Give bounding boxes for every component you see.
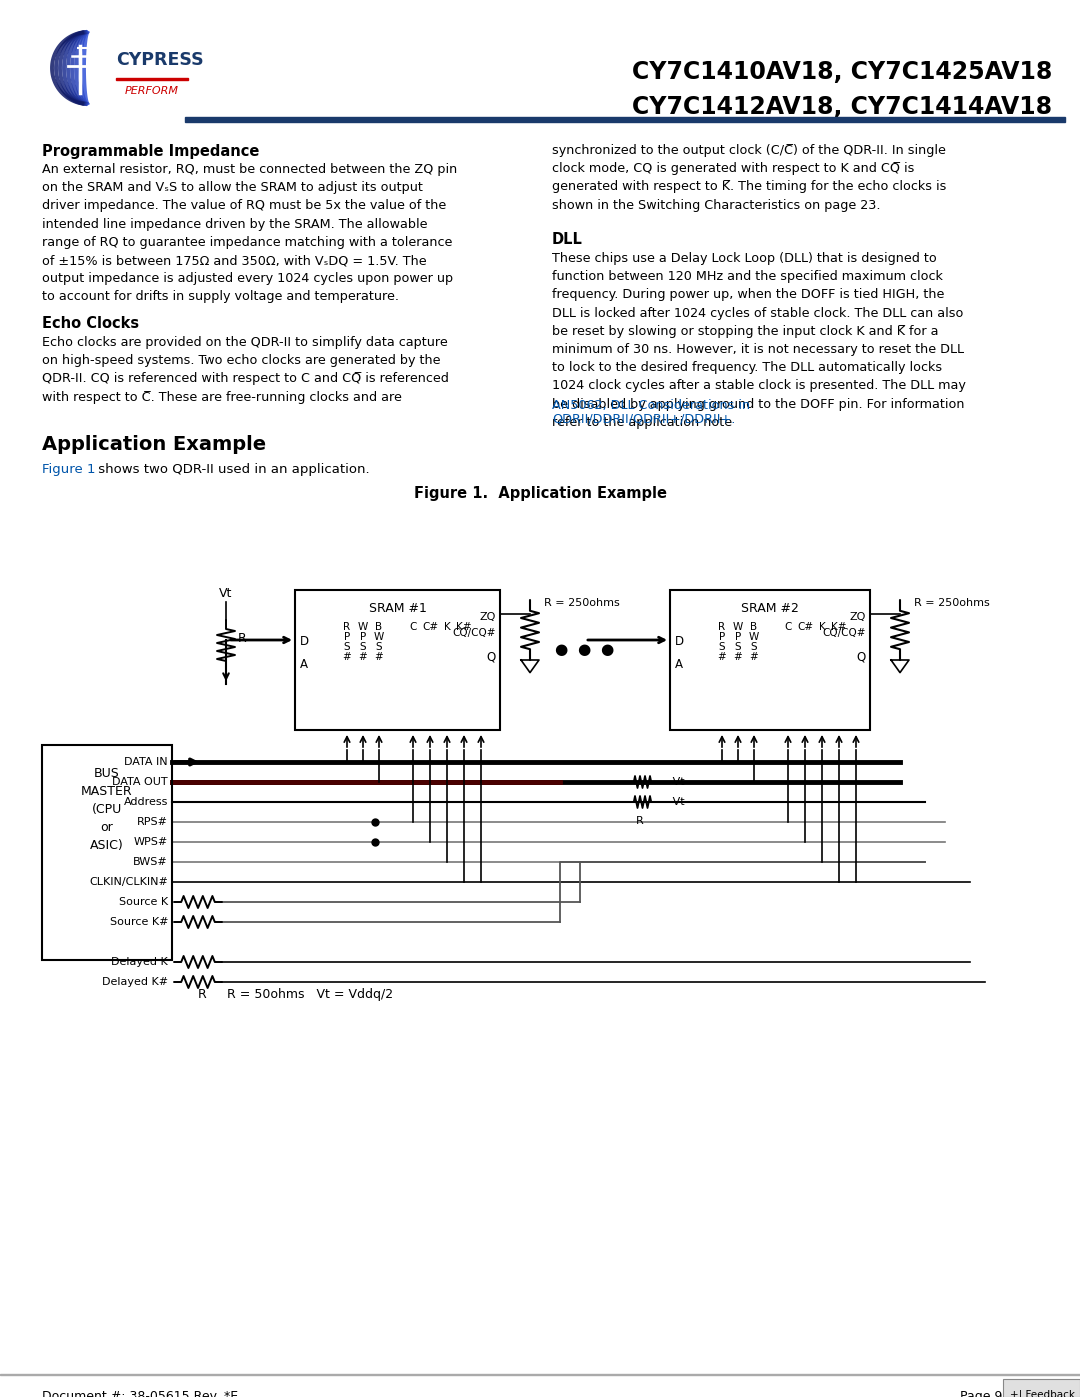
Text: P: P [734, 631, 741, 643]
Text: W: W [357, 622, 368, 631]
Text: B: B [751, 622, 757, 631]
Text: Programmable Impedance: Programmable Impedance [42, 144, 259, 159]
Text: DATA IN: DATA IN [124, 757, 168, 767]
Text: Delayed K#: Delayed K# [102, 977, 168, 988]
Text: R: R [198, 988, 206, 1002]
Text: R: R [636, 816, 644, 826]
Text: K#: K# [456, 622, 472, 631]
Text: These chips use a Delay Lock Loop (DLL) that is designed to
function between 120: These chips use a Delay Lock Loop (DLL) … [552, 251, 966, 429]
Text: Delayed K: Delayed K [111, 957, 168, 967]
Text: #: # [359, 652, 367, 662]
Bar [116, 77, 188, 80]
Text: ●  ●  ●: ● ● ● [555, 643, 615, 658]
Text: C: C [409, 622, 417, 631]
Text: BWS#: BWS# [133, 856, 168, 868]
Text: synchronized to the output clock (C/C̅) of the QDR-II. In single
clock mode, CQ : synchronized to the output clock (C/C̅) … [552, 144, 946, 211]
Text: B: B [376, 622, 382, 631]
Text: Q: Q [856, 650, 866, 664]
Text: P: P [343, 631, 350, 643]
Text: DATA OUT: DATA OUT [112, 777, 168, 787]
Text: BUS: BUS [94, 767, 120, 780]
Text: WPS#: WPS# [134, 837, 168, 847]
Text: CQ/CQ#: CQ/CQ# [823, 629, 866, 638]
Bar [185, 117, 1065, 122]
Text: PERFORM: PERFORM [125, 87, 179, 96]
Text: S: S [734, 643, 741, 652]
Text: R = 250ohms: R = 250ohms [544, 598, 620, 608]
Text: Source K#: Source K# [109, 916, 168, 928]
Text: K: K [819, 622, 825, 631]
Text: P: P [719, 631, 725, 643]
Text: CLKIN/CLKIN#: CLKIN/CLKIN# [90, 877, 168, 887]
Text: Vt: Vt [219, 587, 232, 599]
Bar [0, 1373, 1080, 1375]
Text: K#: K# [832, 622, 847, 631]
Text: #: # [750, 652, 758, 662]
Text: S: S [343, 643, 350, 652]
Text: Page 9 of 29: Page 9 of 29 [960, 1390, 1038, 1397]
Text: Figure 1.  Application Example: Figure 1. Application Example [414, 486, 666, 502]
Text: #: # [733, 652, 742, 662]
Text: R = 50ohms   Vt = Vddq/2: R = 50ohms Vt = Vddq/2 [227, 988, 393, 1002]
Text: S: S [376, 643, 382, 652]
Text: –Vt: –Vt [667, 777, 685, 787]
Text: R: R [718, 622, 726, 631]
Text: QDRII/DDRII/QDRII+/DDRII+.: QDRII/DDRII/QDRII+/DDRII+. [552, 414, 735, 426]
Text: K: K [444, 622, 450, 631]
Text: S: S [751, 643, 757, 652]
Text: AN5062, DLL Considerations in: AN5062, DLL Considerations in [552, 400, 751, 412]
Text: C#: C# [797, 622, 813, 631]
Text: P: P [360, 631, 366, 643]
Text: Echo Clocks: Echo Clocks [42, 316, 139, 331]
Text: D: D [675, 636, 684, 648]
Text: shows two QDR-II used in an application.: shows two QDR-II used in an application. [94, 462, 369, 476]
Text: SRAM #2: SRAM #2 [741, 602, 799, 615]
Text: Q: Q [487, 650, 496, 664]
Text: CY7C1410AV18, CY7C1425AV18: CY7C1410AV18, CY7C1425AV18 [632, 60, 1052, 84]
Text: Address: Address [123, 798, 168, 807]
Text: ZQ: ZQ [850, 612, 866, 622]
Text: R: R [343, 622, 351, 631]
Text: (CPU: (CPU [92, 803, 122, 816]
Text: C: C [784, 622, 792, 631]
Text: Source K: Source K [119, 897, 168, 907]
Text: Figure 1: Figure 1 [42, 462, 95, 476]
Bar [295, 590, 500, 731]
Text: Document #: 38-05615 Rev. *E: Document #: 38-05615 Rev. *E [42, 1390, 238, 1397]
Text: S: S [718, 643, 726, 652]
Text: W: W [733, 622, 743, 631]
Text: W: W [374, 631, 384, 643]
Text: SRAM #1: SRAM #1 [368, 602, 427, 615]
Text: #: # [717, 652, 727, 662]
Text: S: S [360, 643, 366, 652]
Text: MASTER: MASTER [81, 785, 133, 798]
Text: A: A [300, 658, 308, 671]
Text: CYPRESS: CYPRESS [116, 52, 204, 68]
Text: A: A [675, 658, 683, 671]
Text: ASIC): ASIC) [90, 840, 124, 852]
Bar [670, 590, 870, 731]
Text: D: D [300, 636, 309, 648]
Bar [42, 745, 172, 960]
Text: RPS#: RPS# [137, 817, 168, 827]
Text: W: W [748, 631, 759, 643]
Text: Echo clocks are provided on the QDR-II to simplify data capture
on high-speed sy: Echo clocks are provided on the QDR-II t… [42, 337, 449, 404]
Text: Application Example: Application Example [42, 434, 266, 454]
Text: ZQ: ZQ [480, 612, 496, 622]
Text: #: # [375, 652, 383, 662]
Text: –Vt: –Vt [667, 798, 685, 807]
Text: DLL: DLL [552, 232, 583, 247]
Text: R: R [238, 631, 246, 644]
Text: or: or [100, 821, 113, 834]
Text: An external resistor, RQ, must be connected between the ZQ pin
on the SRAM and V: An external resistor, RQ, must be connec… [42, 163, 457, 303]
Text: C#: C# [422, 622, 438, 631]
Text: CY7C1412AV18, CY7C1414AV18: CY7C1412AV18, CY7C1414AV18 [632, 95, 1052, 119]
Text: +| Feedback: +| Feedback [1010, 1390, 1075, 1397]
Bar [1003, 1379, 1080, 1397]
Text: R = 250ohms: R = 250ohms [914, 598, 989, 608]
Text: #: # [342, 652, 351, 662]
Text: CQ/CQ#: CQ/CQ# [453, 629, 496, 638]
